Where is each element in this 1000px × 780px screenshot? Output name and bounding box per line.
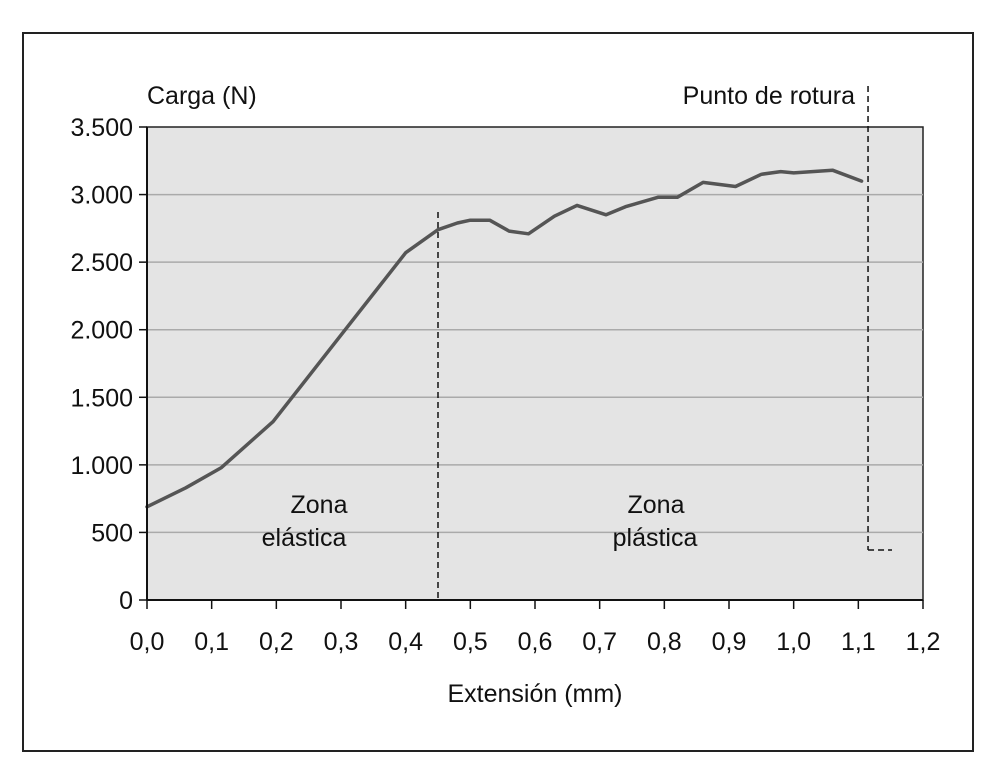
y-tick-label: 1.000 xyxy=(70,452,133,480)
y-tick-label: 2.000 xyxy=(70,317,133,345)
chart-frame xyxy=(22,32,974,752)
annotation-elastic-line1: Zona xyxy=(291,491,348,519)
annotation-plastic-line2: plástica xyxy=(613,524,698,552)
x-ticks: 0,0 0,1 0,2 0,3 0,4 0,5 0,6 0,7 0,8 0,9 1,0 1,1 1,2 xyxy=(130,600,941,656)
x-tick-label: 0,8 xyxy=(647,628,682,656)
y-tick-label: 3.000 xyxy=(70,182,133,210)
y-axis-label: Carga (N) xyxy=(147,82,257,110)
x-tick-label: 0,7 xyxy=(582,628,617,656)
x-tick-label: 0,0 xyxy=(130,628,165,656)
x-tick-label: 1,2 xyxy=(906,628,941,656)
x-tick-label: 0,2 xyxy=(259,628,294,656)
x-axis-label: Extensión (mm) xyxy=(447,680,622,708)
x-tick-label: 1,1 xyxy=(841,628,876,656)
y-ticks: 0 500 1.000 1.500 2.000 2.500 3.000 3.500 xyxy=(70,114,147,615)
y-tick-label: 0 xyxy=(119,587,133,615)
y-tick-label: 1.500 xyxy=(70,384,133,412)
annotation-plastic-line1: Zona xyxy=(628,491,685,519)
y-tick-label: 3.500 xyxy=(70,114,133,142)
x-tick-label: 0,9 xyxy=(712,628,747,656)
x-tick-label: 0,1 xyxy=(194,628,229,656)
annotation-elastic-line2: elástica xyxy=(262,524,347,552)
x-tick-label: 0,3 xyxy=(324,628,359,656)
x-tick-label: 0,4 xyxy=(388,628,423,656)
gridlines xyxy=(147,193,923,534)
zone-boundaries xyxy=(437,86,892,600)
plot-area xyxy=(146,126,924,601)
y-tick-label: 500 xyxy=(91,519,133,547)
x-tick-label: 0,5 xyxy=(453,628,488,656)
x-tick-label: 1,0 xyxy=(776,628,811,656)
x-tick-label: 0,6 xyxy=(518,628,553,656)
annotation-break-point: Punto de rotura xyxy=(683,82,855,110)
load-extension-line xyxy=(145,168,864,509)
y-tick-label: 2.500 xyxy=(70,249,133,277)
